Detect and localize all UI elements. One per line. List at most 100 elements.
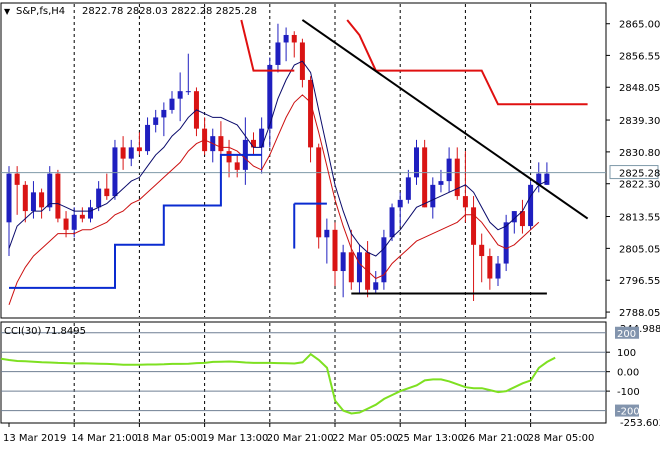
candle-body xyxy=(324,229,330,238)
candle-body xyxy=(153,117,159,125)
candle-body xyxy=(487,256,493,279)
indicator-overlays xyxy=(1,19,606,305)
ma-fast-line xyxy=(8,60,548,257)
chart-title-icon: ▼ xyxy=(4,7,11,16)
candle-body xyxy=(373,282,379,290)
price-panel-frame xyxy=(0,2,607,319)
time-tick-label: 28 Mar 05:00 xyxy=(528,433,595,444)
ma-slow-line xyxy=(8,94,540,305)
candle-body xyxy=(161,109,167,118)
candle-body xyxy=(528,184,534,227)
candle-body xyxy=(479,244,485,257)
cci-max-label: 244.9889 xyxy=(620,324,660,335)
cci-tick-label: 100 xyxy=(617,348,636,359)
candle-body xyxy=(340,252,346,272)
candle-body xyxy=(471,207,477,245)
candle-body xyxy=(544,173,550,185)
candle-body xyxy=(136,147,142,152)
candle-body xyxy=(356,252,362,283)
price-tick-label: 2805.05 xyxy=(619,244,660,255)
resistance-step-line xyxy=(346,19,588,106)
candle-body xyxy=(316,147,322,238)
price-tick-label: 2839.30 xyxy=(619,116,660,127)
cci-axis: 244.9889 -253.6032 200 100 0.00 -100 -200 xyxy=(606,324,660,429)
time-tick-label: 22 Mar 05:00 xyxy=(332,433,399,444)
candle-body xyxy=(446,158,452,182)
time-tick-label: 14 Mar 21:00 xyxy=(71,433,138,444)
current-price-label: 2825.28 xyxy=(619,169,660,180)
candle-body xyxy=(275,42,281,65)
cci-min-label: -253.6032 xyxy=(620,418,660,429)
candle-body xyxy=(267,64,273,129)
price-tick-label: 2822.30 xyxy=(619,180,660,191)
candle-body xyxy=(283,34,289,43)
candle-body xyxy=(96,188,102,208)
cci-line xyxy=(0,352,556,415)
time-tick-label: 25 Mar 13:00 xyxy=(397,433,464,444)
time-tick-label: 26 Mar 21:00 xyxy=(462,433,529,444)
candle-body xyxy=(88,207,93,219)
candle-body xyxy=(47,173,53,208)
cci-panel-frame xyxy=(0,321,607,424)
cci-tick-label: 200 xyxy=(617,329,636,340)
price-tick-label: 2848.05 xyxy=(619,83,660,94)
candle-body xyxy=(14,173,20,185)
candle-body xyxy=(430,184,436,208)
candle-body xyxy=(120,147,126,159)
price-axis: 2865.00 2856.55 2848.05 2839.30 2830.80 2822.… xyxy=(606,20,660,319)
trend-line xyxy=(301,19,589,220)
candle-body xyxy=(389,207,395,238)
price-tick-label: 2856.55 xyxy=(619,51,660,62)
price-tick-label: 2813.55 xyxy=(619,213,660,224)
time-tick-label: 19 Mar 13:00 xyxy=(202,433,269,444)
cci-tick-label: -100 xyxy=(617,387,640,398)
candle-body xyxy=(79,214,85,219)
price-tick-label: 2830.80 xyxy=(619,148,660,159)
candle-body xyxy=(226,151,232,163)
support-step-line xyxy=(9,153,262,289)
candle-body xyxy=(495,263,501,279)
candle-body xyxy=(71,214,77,230)
candle-body xyxy=(308,79,314,148)
candle-body xyxy=(332,229,338,272)
cci-series xyxy=(0,352,556,415)
time-tick-label: 20 Mar 21:00 xyxy=(267,433,334,444)
current-price-box xyxy=(609,165,659,180)
candle-body xyxy=(22,184,28,212)
candle-body xyxy=(177,91,183,99)
candle-body xyxy=(397,199,403,208)
candle-body xyxy=(218,136,224,152)
time-tick-label: 18 Mar 05:00 xyxy=(136,433,203,444)
cci-level-tag xyxy=(615,326,639,339)
candle-body xyxy=(39,192,45,208)
candle-body xyxy=(291,34,297,43)
resistance-step-line xyxy=(240,19,295,72)
candle-body xyxy=(6,173,12,223)
candle-body xyxy=(422,147,428,208)
candle-body xyxy=(462,196,468,208)
price-tick-label: 2796.55 xyxy=(619,276,660,287)
candle-body xyxy=(63,218,69,230)
cci-level-tag xyxy=(615,404,639,417)
candle-body xyxy=(519,211,525,227)
candle-body xyxy=(405,177,411,200)
candle-body xyxy=(511,211,517,223)
candle-body xyxy=(55,173,61,219)
candle-body xyxy=(104,188,110,197)
candle-body xyxy=(381,237,387,283)
chart-symbol: S&P,fs,H4 xyxy=(16,6,65,17)
candle-body xyxy=(169,98,175,110)
candle-body xyxy=(128,147,134,159)
candle-body xyxy=(454,158,460,197)
candle-body xyxy=(348,252,354,283)
candle-body xyxy=(259,128,265,148)
cci-tick-label: 0.00 xyxy=(617,368,639,379)
candle-body xyxy=(438,181,444,185)
candle-body xyxy=(251,139,256,148)
candle-body xyxy=(234,162,240,170)
price-tick-label: 2865.00 xyxy=(619,20,660,31)
